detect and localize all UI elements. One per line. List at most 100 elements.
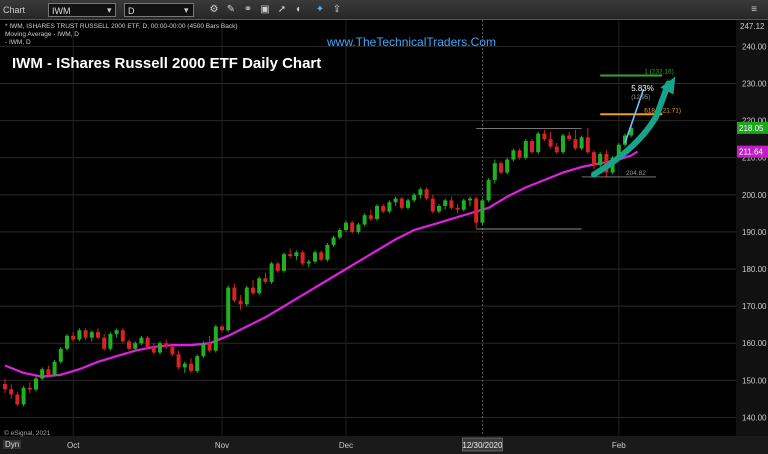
image-icon[interactable]: ▣ xyxy=(260,4,270,15)
candle-body xyxy=(393,198,398,203)
candle-body xyxy=(176,354,181,368)
candle-body xyxy=(461,200,466,210)
x-tick-label: Nov xyxy=(215,441,229,450)
x-tick-label: Oct xyxy=(67,441,80,450)
candle-body xyxy=(585,137,590,153)
candle-body xyxy=(226,287,231,331)
candle-body xyxy=(629,127,634,136)
candle-body xyxy=(399,198,404,208)
candle-body xyxy=(412,194,417,201)
candle-body xyxy=(77,330,82,340)
hide-icon[interactable]: ◐ xyxy=(295,4,303,15)
candle-body xyxy=(139,337,144,344)
twitter-icon[interactable]: ✦ xyxy=(315,4,325,15)
time-axis xyxy=(0,436,768,454)
candle-body xyxy=(616,144,621,158)
candle-body xyxy=(263,278,268,283)
gear-icon[interactable]: ⚙ xyxy=(209,4,219,15)
website-url: www.TheTechnicalTraders.Com xyxy=(327,35,496,49)
y-tick-label: 210.00 xyxy=(742,154,767,163)
candle-body xyxy=(120,330,125,342)
candle-body xyxy=(207,343,212,351)
y-tick-label: 190.00 xyxy=(742,228,767,237)
candle-body xyxy=(108,333,113,349)
y-tick-label: 230.00 xyxy=(742,80,767,89)
x-tick-label: Feb xyxy=(612,441,626,450)
percent-annotation: 5.83% xyxy=(631,84,654,93)
candle-body xyxy=(96,332,100,338)
candle-body xyxy=(195,356,200,372)
link-icon[interactable]: ⚭ xyxy=(243,4,253,15)
candle-body xyxy=(313,252,317,262)
chart-app-label: Chart xyxy=(3,5,26,15)
menu-icon[interactable]: ≡ xyxy=(751,4,757,15)
projection-arrow-head xyxy=(660,76,676,95)
dyn-button[interactable]: Dyn xyxy=(3,440,22,449)
candle-body xyxy=(213,326,218,351)
drawings: 1 (232.16) 618 (221.71) 204.82 5.83% (12.95) xyxy=(476,69,681,230)
candle-body xyxy=(406,200,410,208)
candle-body xyxy=(474,198,479,223)
candle-body xyxy=(294,252,299,257)
candle-body xyxy=(548,139,553,147)
candle-body xyxy=(71,335,76,340)
candle-body xyxy=(492,163,497,180)
candle-body xyxy=(623,135,627,145)
candle-body xyxy=(592,152,596,166)
x-tick-label: 12/30/2020 xyxy=(462,441,503,450)
candle-body xyxy=(468,198,472,201)
candle-body xyxy=(437,205,441,212)
grid xyxy=(0,20,736,436)
candle-body xyxy=(300,252,305,264)
candle-body xyxy=(424,189,429,199)
plot-area xyxy=(0,20,736,436)
candle-body xyxy=(158,343,162,353)
candle-body xyxy=(133,343,138,349)
candle-body xyxy=(275,263,280,271)
y-top-label: 247.12 xyxy=(740,22,765,31)
candle-body xyxy=(34,378,38,390)
candles xyxy=(3,124,634,407)
share-icon[interactable]: ⇪ xyxy=(332,4,342,15)
candle-body xyxy=(251,287,255,294)
y-tick-label: 170.00 xyxy=(742,302,767,311)
chart-legend: * IWM, ISHARES TRUST RUSSELL 2000 ETF, D… xyxy=(5,23,238,47)
candle-body xyxy=(486,179,491,201)
candle-body xyxy=(381,205,386,212)
date-marker-box xyxy=(462,437,503,452)
candle-body xyxy=(536,133,541,153)
candle-body xyxy=(232,287,237,301)
candle-body xyxy=(499,163,503,173)
interval-input[interactable]: D xyxy=(124,3,194,17)
candle-body xyxy=(517,150,522,158)
price-axis xyxy=(736,20,768,436)
chart-title: IWM - IShares Russell 2000 ETF Daily Cha… xyxy=(12,55,322,72)
candle-body xyxy=(52,361,57,375)
candle-body xyxy=(164,343,169,347)
y-tick-label: 240.00 xyxy=(742,42,767,51)
chart-toolbar: Chart IWM ▾ D ▾ ⚙ ✎ ⚭ ▣ ➚ ◐ ✦ ⇪ ≡ xyxy=(0,0,768,20)
moving-average xyxy=(4,150,638,378)
candle-body xyxy=(350,222,355,232)
candle-body xyxy=(114,330,119,334)
price-chart[interactable]: 1 (232.16) 618 (221.71) 204.82 5.83% (12.95)… xyxy=(0,20,768,454)
arrow-icon[interactable]: ➚ xyxy=(277,4,287,15)
measure-value-annotation: (12.95) xyxy=(631,95,650,101)
candle-body xyxy=(282,254,286,271)
candle-body xyxy=(21,387,26,405)
candle-body xyxy=(567,135,572,140)
ma-price-box xyxy=(737,145,768,158)
interval-dropdown-icon[interactable]: ▾ xyxy=(184,5,189,15)
candle-body xyxy=(337,230,342,238)
moving-average-info: Moving Average - IWM, D xyxy=(5,31,79,38)
candle-body xyxy=(331,237,336,245)
copyright: © eSignal, 2021 xyxy=(4,430,51,437)
y-tick-label: 140.00 xyxy=(742,413,767,422)
y-tick-label: 180.00 xyxy=(742,265,767,274)
symbol-input[interactable]: IWM xyxy=(48,3,116,17)
candle-body xyxy=(15,394,20,405)
pencil-icon[interactable]: ✎ xyxy=(226,4,236,15)
candle-body xyxy=(288,254,293,257)
symbol-dropdown-icon[interactable]: ▾ xyxy=(107,5,112,15)
